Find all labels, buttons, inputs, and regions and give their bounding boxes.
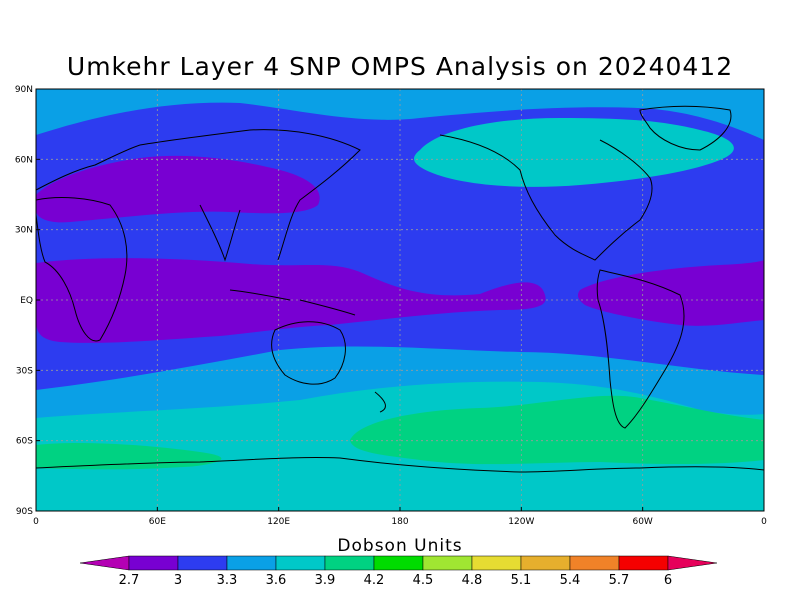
contour-band-3.9-south	[350, 395, 764, 465]
coastlines	[36, 105, 764, 473]
colorbar-tick-label: 5.1	[511, 573, 532, 588]
colorbar-segment	[226, 555, 277, 571]
colorbar-label: Dobson Units	[337, 536, 463, 556]
colorbar-tick-label: 2.7	[119, 573, 140, 588]
lon-tick-label: 60E	[149, 517, 166, 527]
lat-tick-label: 60N	[15, 155, 33, 165]
colorbar-tick-label: 5.4	[560, 573, 581, 588]
lat-tick-label: EQ	[20, 296, 33, 306]
graticule	[36, 89, 764, 511]
colorbar-segment	[177, 555, 228, 571]
lat-tick-label: 90S	[16, 507, 33, 517]
lon-tick-label: 120W	[508, 517, 534, 527]
colorbar: 2.7 3 3.3 3.6 3.9 4.2 4.5 4.8 5.1 5.4 5.7 6	[79, 555, 718, 588]
lat-tick-label: 90N	[15, 85, 33, 95]
colorbar-segment	[471, 555, 522, 571]
lon-tick-label: 180	[391, 517, 408, 527]
colorbar-segment	[373, 555, 424, 571]
colorbar-tick-label: 4.2	[364, 573, 385, 588]
map-plot-area	[36, 89, 764, 511]
map-title: Umkehr Layer 4 SNP OMPS Analysis on 2024…	[66, 52, 734, 81]
colorbar-tick-label: 3.6	[266, 573, 287, 588]
colorbar-segment	[422, 555, 473, 571]
colorbar-tick-label: 6	[664, 573, 672, 588]
colorbar-segment	[128, 555, 179, 571]
colorbar-segment	[275, 555, 326, 571]
colorbar-arrow-high	[667, 555, 718, 571]
colorbar-tick-label: 4.8	[462, 573, 483, 588]
lat-tick-label: 60S	[16, 437, 33, 447]
lat-tick-label: 30N	[15, 226, 33, 236]
lon-tick-label: 120E	[267, 517, 290, 527]
lat-tick-label: 30S	[16, 366, 33, 376]
contour-band-2.7-tropics-east	[577, 260, 764, 326]
contour-band-2.7-tropics	[36, 258, 546, 343]
colorbar-tick-label: 3.9	[315, 573, 336, 588]
lon-tick-label: 0	[761, 517, 767, 527]
colorbar-tick-label: 3	[174, 573, 182, 588]
colorbar-segment	[520, 555, 571, 571]
contour-band-3.6-arctic	[414, 118, 734, 187]
colorbar-segment	[618, 555, 669, 571]
colorbar-tick-label: 5.7	[609, 573, 630, 588]
colorbar-tick-label: 3.3	[217, 573, 238, 588]
colorbar-segment	[569, 555, 620, 571]
lon-tick-label: 60W	[632, 517, 652, 527]
colorbar-segment	[324, 555, 375, 571]
contour-band-2.7-midlat	[36, 155, 320, 223]
lon-tick-label: 0	[33, 517, 39, 527]
colorbar-tick-label: 4.5	[413, 573, 434, 588]
colorbar-arrow-low	[79, 555, 130, 571]
